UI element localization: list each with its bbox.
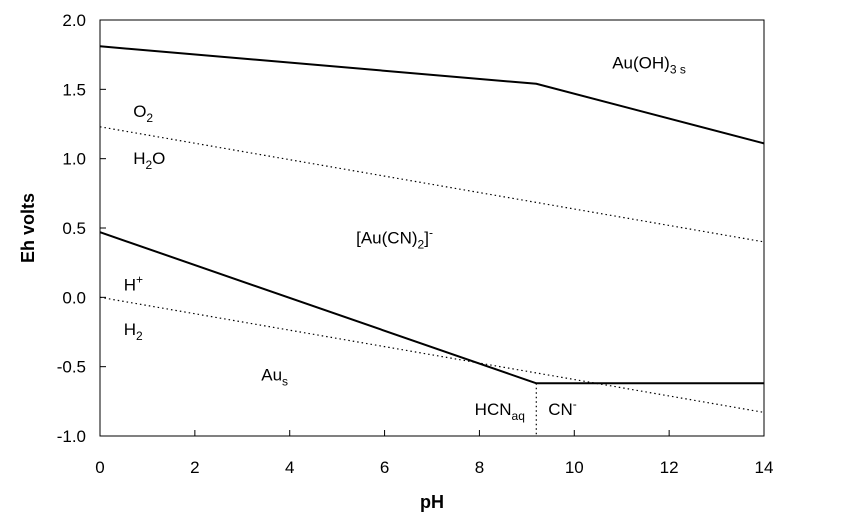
boundary-line-0: [99, 45, 765, 145]
y-axis-ticks: -1.0 -0.5 0.0 0.5 1.0 1.5 2.0: [57, 11, 106, 446]
y-tick-label: 1.5: [62, 80, 86, 99]
region-label: H2: [124, 320, 143, 343]
region-label: Aus: [261, 366, 288, 389]
y-tick-label: 0.0: [62, 288, 86, 307]
x-axis-title: pH: [420, 492, 444, 512]
plot-frame: [99, 19, 765, 437]
boundary-line-1: [99, 231, 764, 385]
y-tick-label: 2.0: [62, 11, 86, 30]
region-label: O2: [133, 102, 153, 125]
y-tick-label: 1.0: [62, 150, 86, 169]
region-label: H+: [124, 272, 143, 294]
x-tick-label: 10: [565, 458, 584, 477]
x-axis-ticks: 0 2 4 6 8 10 12 14: [95, 430, 773, 477]
x-tick-label: 6: [380, 458, 389, 477]
region-label: Au(OH)3 s: [612, 54, 686, 77]
x-tick-label: 8: [475, 458, 484, 477]
region-label: CN-: [548, 397, 577, 419]
region-label: [Au(CN)2]-: [356, 225, 433, 251]
y-tick-label: -0.5: [57, 358, 86, 377]
y-axis-title: Eh volts: [18, 193, 38, 263]
y-tick-label: 0.5: [62, 219, 86, 238]
plot-marks: [99, 45, 765, 436]
y-tick-label: -1.0: [57, 427, 86, 446]
x-tick-label: 0: [95, 458, 104, 477]
region-label: H2O: [133, 149, 165, 172]
x-tick-label: 14: [755, 458, 774, 477]
region-label: HCNaq: [475, 400, 525, 423]
region-labels: Au(OH)3 s O2 H2O [Au(CN)2]- H+ H2 Aus HCNaq CN-: [124, 54, 686, 424]
x-tick-label: 2: [190, 458, 199, 477]
x-tick-label: 4: [285, 458, 294, 477]
dotted-line-3: [99, 296, 765, 413]
x-tick-label: 12: [660, 458, 679, 477]
